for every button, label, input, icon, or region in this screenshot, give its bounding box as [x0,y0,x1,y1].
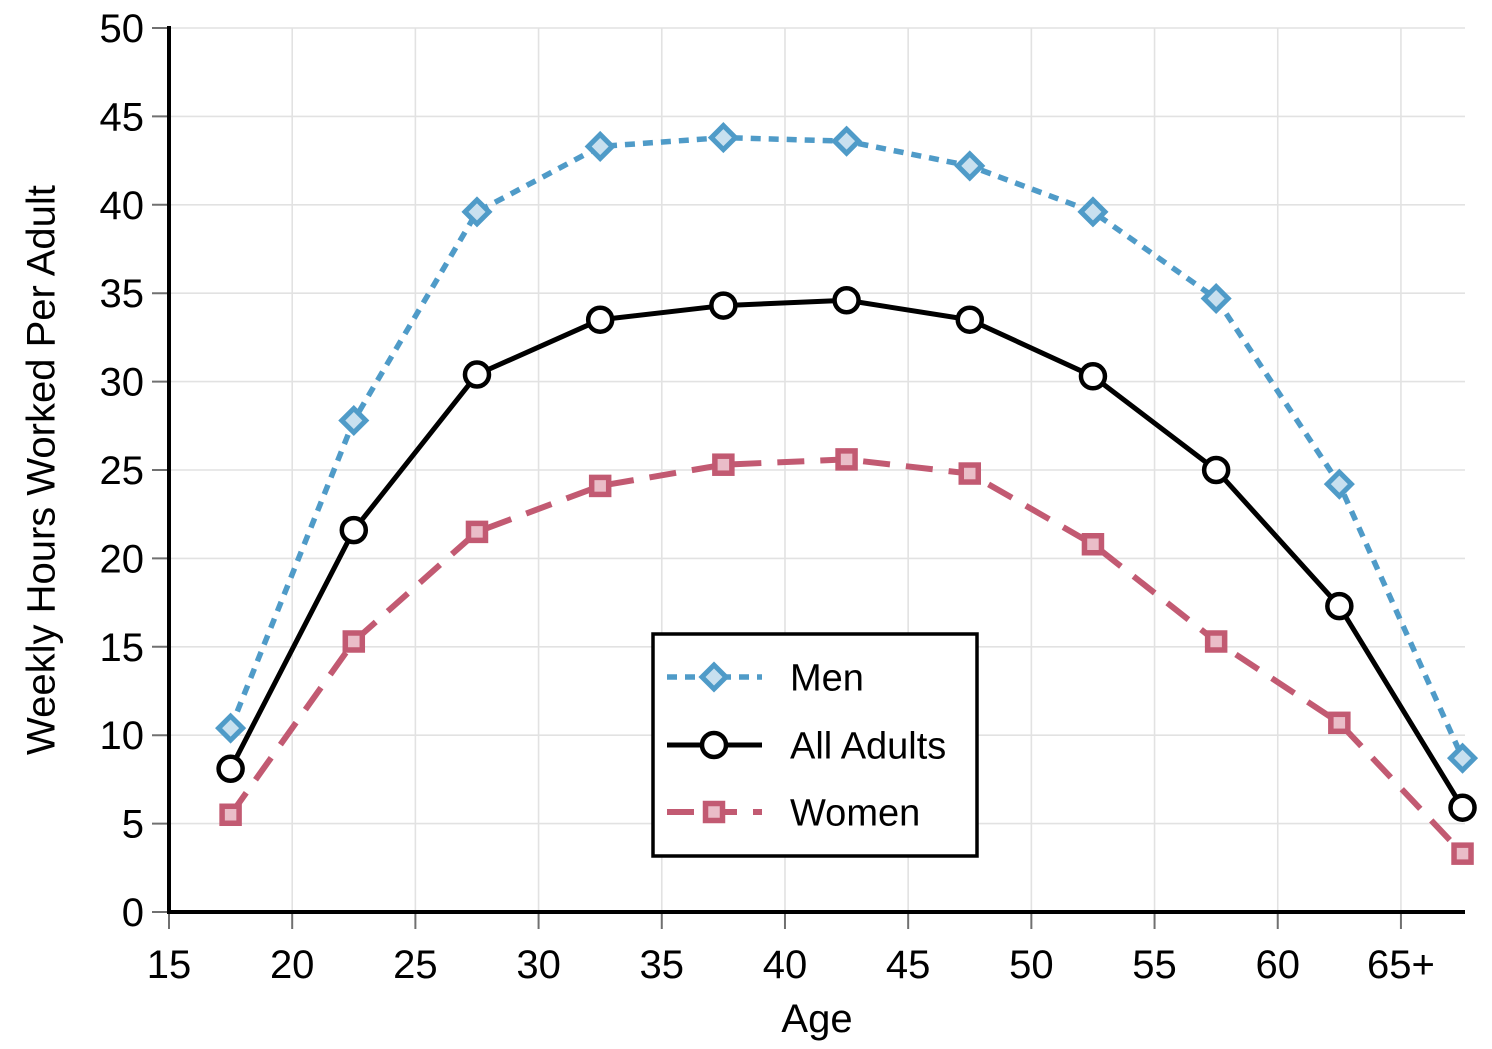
data-point-men [1077,196,1109,228]
data-point-women [835,448,858,471]
data-point-all-adults [1448,793,1477,822]
data-point-men [215,712,247,744]
x-tick-label: 15 [147,943,192,987]
y-tick-label: 20 [100,537,145,581]
data-point-all-adults [955,305,985,334]
y-axis-title: Weekly Hours Worked Per Adult [19,185,64,755]
data-point-women [219,803,242,827]
x-tick-label: 55 [1132,943,1177,987]
data-point-women [342,630,366,653]
legend: Men All Adults Women [651,632,979,858]
data-point-men [461,196,493,228]
data-point-all-adults [216,754,245,784]
data-point-women [465,520,489,544]
legend-marker-women [702,800,726,824]
y-tick-label: 15 [100,626,145,670]
data-point-men [1323,468,1355,500]
series-women [219,448,1474,865]
x-tick-label: 30 [516,943,561,987]
data-point-men [707,122,739,154]
legend-item-men: Men [667,657,864,699]
x-tick-label: 65+ [1367,943,1435,987]
data-point-all-adults [832,286,861,315]
x-tick-label: 20 [270,943,315,987]
data-point-all-adults [1078,362,1108,391]
data-point-men [831,125,863,157]
data-point-all-adults [1325,591,1354,621]
legend-item-all-adults: All Adults [667,725,946,767]
data-point-women [958,462,982,485]
y-tick-label: 35 [100,272,145,316]
legend-item-women: Women [667,792,920,834]
series-all-adults [216,286,1477,822]
y-tick-label: 10 [100,714,145,758]
data-point-all-adults [709,291,738,320]
legend-marker-all-adults [699,730,729,760]
data-point-all-adults [339,515,369,545]
data-point-men [1200,282,1232,315]
data-point-men [954,150,986,182]
y-tick-label: 45 [100,95,145,139]
y-tick-label: 30 [100,361,145,405]
data-point-women [588,474,612,498]
y-tick-label: 0 [122,891,144,935]
data-point-women [1451,842,1474,865]
data-point-women [1081,533,1105,556]
y-tick-label: 5 [122,803,144,847]
series-men [215,122,1479,774]
x-tick-label: 40 [763,943,808,987]
legend-label-men: Men [790,657,864,699]
data-point-all-adults [585,305,615,334]
data-point-men [338,404,370,437]
x-tick-label: 50 [1009,943,1054,987]
x-tick-label: 60 [1255,943,1300,987]
x-tick-label: 45 [886,943,931,987]
y-tick-label: 25 [100,449,145,493]
legend-marker-men [698,661,730,693]
data-point-men [1446,742,1479,774]
legend-label-women: Women [790,792,920,834]
x-tick-label: 35 [640,943,685,987]
data-point-women [712,453,735,476]
y-tick-label: 50 [100,7,145,51]
x-tick-label: 25 [393,943,438,987]
data-point-all-adults [462,360,492,389]
legend-label-all-adults: All Adults [790,725,946,767]
data-point-men [584,130,616,163]
y-tick-label: 40 [100,184,145,228]
data-point-women [1204,630,1228,653]
data-point-all-adults [1201,455,1231,485]
data-point-women [1328,711,1351,735]
x-axis-title: Age [781,997,853,1041]
